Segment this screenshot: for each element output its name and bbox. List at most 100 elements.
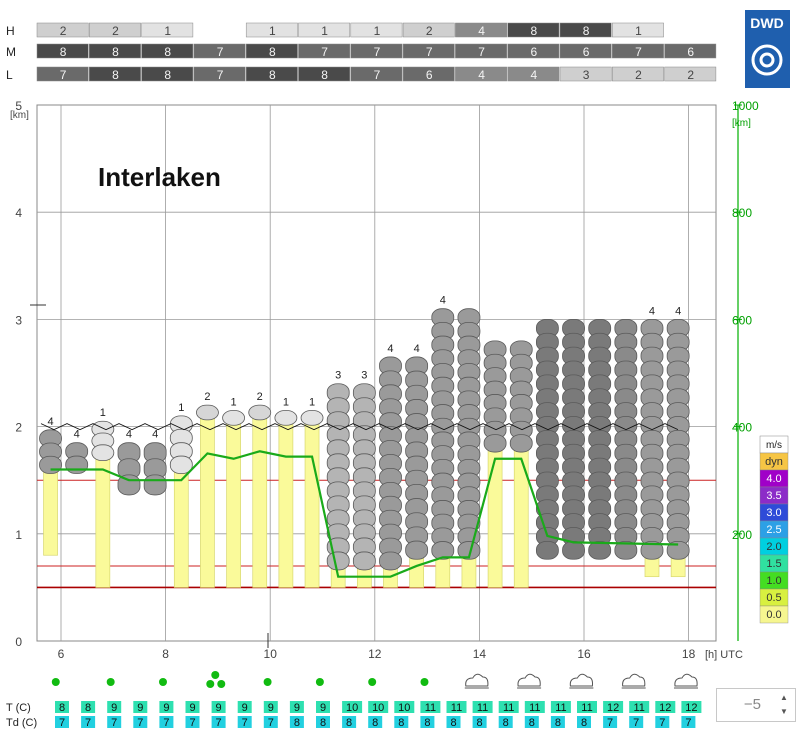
temp-value: 8 bbox=[59, 702, 65, 714]
cover-value: 2 bbox=[60, 24, 67, 38]
cover-cell bbox=[298, 66, 351, 82]
cover-value: 4 bbox=[531, 68, 538, 82]
cover-cell bbox=[298, 22, 351, 38]
temp-cell bbox=[316, 716, 330, 728]
cloud-amount-label: 4 bbox=[47, 416, 53, 428]
cover-cell bbox=[559, 66, 612, 82]
y-tick-label: 3 bbox=[15, 313, 22, 327]
boundary-layer-line bbox=[50, 450, 679, 578]
cloud-icon bbox=[464, 673, 489, 689]
cloud-icon bbox=[621, 673, 646, 689]
cover-value: 2 bbox=[687, 68, 694, 82]
precip-bar bbox=[461, 554, 477, 588]
y-tick-label: 2 bbox=[15, 421, 22, 435]
cover-cell bbox=[507, 22, 560, 38]
spinner-down-arrow-icon[interactable]: ▼ bbox=[780, 707, 788, 716]
cover-value: 8 bbox=[321, 68, 328, 82]
cloud-icon bbox=[673, 673, 698, 689]
cover-row-label: M bbox=[6, 45, 16, 59]
chart-title: Interlaken bbox=[98, 162, 221, 192]
legend-label: 2.0 bbox=[766, 541, 781, 553]
temp-value: 9 bbox=[294, 702, 300, 714]
cloud-column bbox=[457, 308, 481, 560]
offset-spinner[interactable]: −5 ▲ ▼ bbox=[716, 688, 796, 722]
cloud-icon-shape bbox=[622, 673, 646, 687]
precip-bar bbox=[278, 420, 294, 588]
temp-cell bbox=[472, 701, 493, 713]
temp-value: 11 bbox=[451, 702, 462, 714]
cloud-segment bbox=[535, 540, 559, 560]
cloud-segment bbox=[509, 434, 533, 453]
temp-cell bbox=[368, 716, 383, 728]
cloud-segment bbox=[457, 541, 481, 560]
temp-value: 11 bbox=[477, 702, 488, 714]
temp-value: 7 bbox=[59, 717, 65, 729]
cloud-segment bbox=[274, 410, 298, 426]
temp-value: 12 bbox=[659, 702, 671, 714]
temp-cell bbox=[237, 716, 252, 728]
cover-value: 7 bbox=[60, 68, 67, 82]
cover-cell bbox=[141, 66, 194, 82]
temp-value: 11 bbox=[581, 702, 592, 714]
temp-value: 8 bbox=[320, 717, 326, 729]
cover-row-label: L bbox=[6, 68, 13, 82]
temp-cell bbox=[316, 701, 330, 713]
y-tick-label: 1 bbox=[15, 528, 22, 542]
precip-bar bbox=[487, 447, 503, 588]
cover-value: 8 bbox=[164, 45, 171, 59]
cover-cell bbox=[559, 43, 612, 59]
cover-value: 7 bbox=[217, 68, 224, 82]
temp-value: 9 bbox=[163, 702, 169, 714]
temp-value: 8 bbox=[581, 717, 587, 729]
y-axis-unit: [km] bbox=[10, 110, 29, 121]
temp-value: 9 bbox=[137, 702, 143, 714]
temp-value: 7 bbox=[137, 717, 143, 729]
cover-cell bbox=[402, 43, 455, 59]
cover-value: 3 bbox=[583, 68, 590, 82]
wind-line bbox=[40, 423, 679, 431]
temp-value: 7 bbox=[216, 717, 222, 729]
cloud-icon-shape bbox=[465, 673, 489, 687]
y-tick-label: 0 bbox=[15, 635, 22, 649]
legend-label: 4.0 bbox=[766, 473, 781, 485]
temp-cell bbox=[681, 716, 696, 728]
cloud-segment bbox=[248, 404, 272, 421]
temp-cell bbox=[524, 716, 539, 728]
cloud-segment bbox=[352, 551, 376, 571]
cover-cell bbox=[664, 43, 717, 59]
cover-cell bbox=[455, 22, 507, 38]
cloud-column bbox=[169, 415, 193, 474]
spinner-up-arrow-icon[interactable]: ▲ bbox=[780, 693, 788, 702]
rain-dots-icon bbox=[206, 680, 215, 688]
rain-dot-icon bbox=[106, 678, 115, 686]
cover-cell bbox=[559, 22, 612, 38]
cloud-segment bbox=[666, 540, 690, 560]
cloud-column bbox=[300, 410, 324, 426]
temp-value: 8 bbox=[529, 717, 535, 729]
dwd-logo-swirl-icon bbox=[759, 52, 775, 68]
right-axis-unit: [km] bbox=[732, 118, 751, 129]
temp-cell bbox=[107, 716, 122, 728]
cloud-segment bbox=[169, 455, 193, 474]
y-tick-label: 5 bbox=[15, 99, 22, 113]
legend-label: 1.0 bbox=[766, 575, 781, 587]
cover-cell bbox=[245, 43, 298, 59]
rain-dot-icon bbox=[420, 678, 429, 686]
temp-value: 7 bbox=[633, 717, 639, 729]
temp-value: 9 bbox=[189, 702, 195, 714]
cloud-segment bbox=[39, 455, 62, 474]
legend-label: 0.5 bbox=[766, 592, 781, 604]
temp-value: 7 bbox=[163, 717, 169, 729]
cover-value: 1 bbox=[374, 24, 381, 38]
temp-cell bbox=[550, 701, 571, 713]
temp-cell bbox=[107, 701, 122, 713]
precip-bar bbox=[513, 447, 529, 588]
temp-cell bbox=[185, 716, 200, 728]
temp-value: 11 bbox=[503, 702, 514, 714]
right-tick-label: 400 bbox=[732, 421, 752, 435]
cover-cell bbox=[89, 66, 141, 82]
temp-value: 9 bbox=[268, 702, 274, 714]
cloud-column bbox=[483, 340, 507, 453]
temp-cell bbox=[159, 716, 174, 728]
